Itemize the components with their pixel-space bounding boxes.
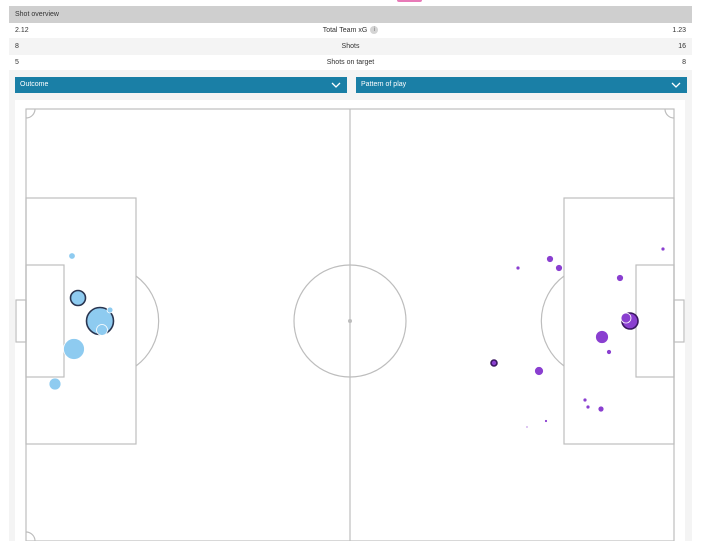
away-shot-marker[interactable] [620, 312, 632, 324]
left-penalty-area [25, 197, 137, 445]
top-accent-mark [397, 0, 422, 2]
right-penalty-area [563, 197, 675, 445]
home-shots-value: 8 [15, 43, 19, 50]
away-shot-marker[interactable] [515, 265, 521, 271]
home-shot-marker[interactable] [63, 338, 85, 360]
home-xg-value: 2.12 [15, 27, 29, 34]
centre-circle [293, 264, 407, 378]
right-penalty-arc [540, 275, 565, 367]
right-six-yard-box [635, 264, 675, 378]
away-shot-marker[interactable] [606, 349, 612, 355]
corner-arc [25, 108, 36, 119]
away-shot-marker[interactable] [534, 366, 544, 376]
stat-row-xg: 2.12 Total Team xG i 1.23 [9, 23, 692, 38]
pattern-of-play-dropdown[interactable]: Pattern of play [356, 77, 687, 93]
outcome-dropdown[interactable]: Outcome [15, 77, 347, 93]
away-on-target-value: 8 [682, 59, 686, 66]
pitch-lines [15, 108, 685, 541]
away-shot-marker[interactable] [595, 330, 609, 344]
away-shot-marker[interactable] [597, 405, 605, 413]
home-shot-marker[interactable] [96, 324, 108, 336]
right-goal [673, 299, 685, 343]
away-shot-marker[interactable] [490, 359, 498, 367]
home-shot-marker[interactable] [68, 252, 76, 260]
stat-label-xg: Total Team xG i [9, 23, 692, 38]
home-shot-marker[interactable] [48, 377, 62, 391]
section-header: Shot overview [9, 6, 692, 23]
stat-label-on-target: Shots on target [326, 59, 375, 66]
chevron-down-icon [671, 82, 681, 88]
away-shot-marker[interactable] [585, 404, 591, 410]
left-six-yard-box [25, 264, 65, 378]
home-shot-marker[interactable] [69, 289, 87, 307]
pattern-dropdown-label: Pattern of play [361, 81, 407, 88]
away-shot-marker[interactable] [616, 274, 624, 282]
home-shots-layer [48, 252, 115, 391]
info-icon[interactable]: i [370, 26, 379, 35]
away-shot-marker[interactable] [660, 246, 666, 252]
away-shot-marker[interactable] [525, 425, 529, 429]
corner-arc [664, 108, 675, 119]
away-shot-marker[interactable] [546, 255, 554, 263]
outcome-dropdown-label: Outcome [20, 81, 49, 88]
away-shots-layer [490, 246, 666, 429]
corner-arc [25, 531, 36, 541]
home-on-target-value: 5 [15, 59, 19, 66]
away-shot-marker[interactable] [544, 419, 548, 423]
stat-row-shots-on-target: 5 Shots on target 8 [9, 55, 692, 70]
left-penalty-arc [135, 275, 160, 367]
left-goal [15, 299, 27, 343]
home-shot-marker[interactable] [106, 306, 114, 314]
stat-label-shots: Shots [341, 43, 360, 50]
away-xg-value: 1.23 [672, 27, 686, 34]
stat-row-shots: 8 Shots 16 [9, 39, 692, 54]
stat-label-text: Total Team xG [322, 27, 368, 34]
section-title: Shot overview [15, 11, 59, 18]
centre-spot [348, 319, 352, 323]
away-shot-marker[interactable] [555, 264, 563, 272]
chevron-down-icon [331, 82, 341, 88]
away-shot-marker[interactable] [582, 397, 588, 403]
away-shots-value: 16 [678, 43, 686, 50]
